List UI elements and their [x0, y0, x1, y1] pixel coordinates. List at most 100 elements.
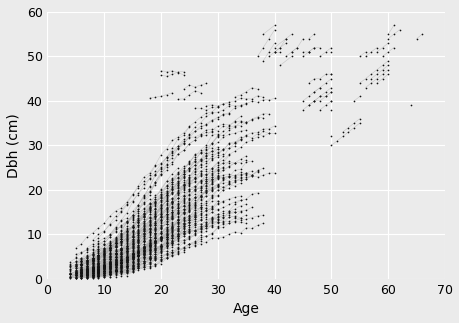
Point: [134, 237, 142, 242]
Point: [151, 236, 159, 241]
Point: [78, 271, 85, 276]
Point: [134, 256, 142, 262]
Point: [83, 267, 90, 273]
Point: [106, 260, 113, 266]
Point: [162, 209, 170, 214]
Point: [100, 247, 107, 252]
Point: [123, 199, 130, 204]
Point: [157, 203, 164, 208]
Point: [134, 253, 142, 258]
Point: [118, 236, 125, 242]
Point: [185, 208, 193, 213]
Point: [162, 227, 170, 232]
Point: [219, 112, 227, 117]
Point: [259, 115, 266, 120]
Point: [157, 245, 164, 250]
Point: [140, 239, 147, 244]
Point: [213, 235, 221, 241]
Point: [185, 82, 193, 88]
Point: [140, 237, 147, 242]
Point: [72, 259, 79, 264]
Point: [89, 270, 96, 275]
Point: [95, 241, 102, 246]
Point: [157, 259, 164, 264]
Point: [327, 72, 334, 77]
Point: [327, 72, 334, 77]
Point: [134, 230, 142, 235]
Point: [208, 219, 215, 224]
Point: [106, 269, 113, 274]
Point: [112, 252, 119, 257]
Point: [185, 235, 193, 241]
Point: [123, 258, 130, 263]
Point: [106, 246, 113, 251]
Point: [213, 133, 221, 138]
Point: [168, 226, 176, 232]
Point: [213, 128, 221, 133]
Point: [112, 262, 119, 267]
Point: [191, 194, 198, 200]
Point: [185, 229, 193, 234]
Point: [213, 140, 221, 145]
Point: [225, 181, 232, 186]
Point: [185, 226, 193, 231]
Point: [146, 257, 153, 263]
Point: [112, 240, 119, 245]
Point: [134, 248, 142, 254]
Point: [140, 224, 147, 230]
Point: [185, 141, 193, 147]
Point: [112, 267, 119, 272]
Point: [219, 185, 227, 190]
Point: [89, 270, 96, 275]
Point: [123, 261, 130, 266]
Point: [123, 243, 130, 248]
Point: [123, 255, 130, 260]
Point: [168, 90, 176, 95]
Point: [219, 177, 227, 182]
Point: [162, 92, 170, 97]
Point: [83, 258, 90, 263]
Point: [174, 211, 181, 216]
Point: [185, 198, 193, 203]
Point: [219, 220, 227, 225]
Point: [146, 247, 153, 252]
Point: [118, 246, 125, 251]
Point: [202, 175, 210, 180]
Point: [118, 259, 125, 264]
Point: [174, 235, 181, 240]
Point: [89, 265, 96, 270]
Point: [316, 98, 323, 103]
Point: [106, 259, 113, 265]
Point: [95, 264, 102, 269]
Point: [140, 245, 147, 250]
Point: [118, 256, 125, 261]
Point: [140, 254, 147, 259]
Point: [140, 245, 147, 250]
Point: [168, 228, 176, 233]
Point: [162, 240, 170, 245]
Point: [185, 197, 193, 202]
Point: [140, 196, 147, 201]
Point: [146, 230, 153, 235]
Point: [118, 259, 125, 264]
Point: [162, 194, 170, 200]
Point: [112, 254, 119, 259]
Point: [191, 200, 198, 205]
Point: [72, 272, 79, 277]
Point: [168, 198, 176, 203]
Point: [355, 94, 363, 99]
Point: [213, 166, 221, 171]
Point: [253, 130, 261, 135]
Point: [83, 261, 90, 266]
Point: [157, 204, 164, 210]
Point: [213, 104, 221, 109]
Point: [236, 197, 244, 203]
Point: [219, 135, 227, 140]
Point: [174, 228, 181, 233]
Point: [112, 262, 119, 267]
Point: [179, 232, 187, 237]
Point: [106, 259, 113, 264]
Point: [66, 273, 73, 278]
Point: [123, 249, 130, 255]
Point: [174, 201, 181, 206]
